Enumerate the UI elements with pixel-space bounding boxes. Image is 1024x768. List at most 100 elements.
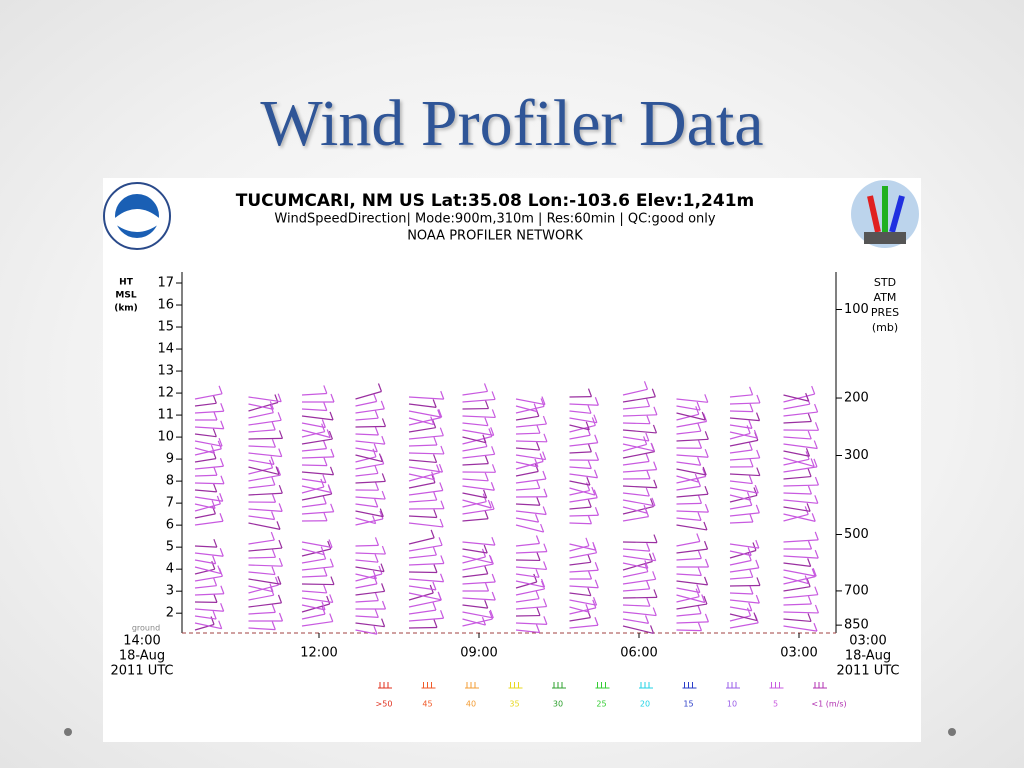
wind-barb	[488, 554, 493, 564]
wind-barb	[301, 429, 331, 439]
legend-swatch	[682, 682, 697, 689]
wind-barb	[515, 503, 540, 506]
wind-barb	[301, 422, 326, 429]
wind-barb	[729, 559, 752, 566]
wind-barb	[701, 411, 706, 421]
wind-barb	[807, 413, 812, 422]
wind-barb	[438, 463, 444, 473]
wind-barb	[811, 513, 816, 522]
legend-label: 25	[596, 700, 606, 709]
wind-barb	[814, 495, 819, 504]
wind-barb	[381, 418, 387, 427]
wind-barb	[213, 594, 218, 603]
wind-barb	[591, 417, 596, 426]
wind-barb	[701, 594, 706, 603]
wind-barb	[432, 546, 437, 556]
wind-barb	[440, 390, 445, 400]
wind-barb	[703, 413, 708, 422]
y-tick-label: 3	[166, 584, 174, 599]
wind-barb	[515, 398, 546, 406]
wind-barb	[587, 405, 592, 414]
y2-tick-label: 200	[844, 391, 869, 406]
y2-tick-label: 300	[844, 448, 869, 463]
wind-barb	[211, 560, 216, 570]
wind-barb	[587, 443, 592, 453]
wind-barb	[278, 612, 284, 622]
wind-barb	[622, 443, 655, 452]
wind-barb	[569, 606, 590, 613]
wind-barb	[783, 539, 819, 543]
wind-barb	[374, 537, 380, 546]
wind-barb	[622, 414, 657, 417]
wind-barb	[783, 450, 810, 457]
wind-barb	[408, 499, 437, 503]
wind-barb	[515, 487, 540, 491]
wind-barb	[278, 430, 284, 439]
wind-barb	[355, 566, 385, 573]
wind-barb	[804, 575, 809, 584]
wind-barb	[807, 595, 812, 605]
slide-dot	[948, 728, 956, 736]
wind-barb	[594, 562, 599, 571]
wind-barb	[622, 460, 650, 466]
wind-barb	[535, 624, 541, 633]
wind-barb	[747, 552, 752, 561]
wind-barb	[248, 602, 282, 608]
wind-barb	[696, 533, 701, 542]
wind-barb	[330, 393, 335, 403]
wind-barb	[543, 488, 548, 497]
chart-subtitle: WindSpeedDirection| Mode:900m,310m | Res…	[274, 212, 716, 227]
wind-barb	[541, 396, 546, 405]
wind-barb	[622, 571, 648, 578]
wind-barb	[491, 446, 496, 455]
wind-barb	[381, 490, 386, 500]
wind-barb	[622, 618, 649, 624]
wind-barb	[515, 622, 547, 625]
wind-barb	[753, 612, 758, 621]
wind-barb	[536, 424, 541, 434]
wind-barb	[194, 520, 224, 526]
wind-barb	[622, 548, 650, 552]
wind-barb	[676, 413, 699, 421]
wind-barb	[491, 464, 497, 473]
wind-barb	[695, 588, 700, 597]
wind-barb	[593, 596, 598, 606]
wind-barb	[439, 518, 444, 528]
wind-barb	[408, 489, 443, 496]
wind-barb	[534, 458, 539, 468]
wind-barb	[622, 541, 657, 544]
wind-barb	[676, 485, 701, 491]
y-tick-label: 10	[157, 430, 174, 445]
wind-barb	[323, 584, 328, 594]
wind-barb	[484, 417, 489, 426]
wind-barb	[220, 475, 225, 484]
wind-barb	[515, 423, 547, 428]
wind-barb	[462, 618, 486, 626]
wind-barb	[729, 480, 753, 485]
wind-barb	[301, 448, 327, 452]
wind-barb	[783, 625, 818, 632]
wind-barb	[408, 592, 434, 601]
y-tick-label: 7	[166, 496, 174, 511]
y-tick-label: 17	[157, 276, 174, 291]
wind-barb	[194, 474, 217, 477]
legend-label: >50	[376, 700, 393, 709]
wind-barb	[378, 565, 383, 575]
y2-axis-label: ATM	[874, 291, 897, 304]
wind-barb	[729, 473, 760, 477]
wind-barb	[543, 543, 548, 552]
wind-barb	[585, 537, 590, 547]
wind-barb	[408, 427, 436, 433]
wind-barb	[381, 435, 386, 445]
wind-barb	[783, 457, 815, 468]
wind-barb	[374, 409, 379, 419]
wind-barb	[807, 540, 813, 550]
x-start-label: 14:00	[123, 634, 160, 649]
wind-barb	[533, 573, 538, 583]
wind-barb	[408, 592, 442, 601]
wind-barb	[586, 482, 591, 491]
wind-barb	[248, 547, 283, 552]
wind-barb	[746, 425, 751, 434]
wind-barb	[703, 540, 709, 550]
wind-barb	[704, 613, 709, 623]
